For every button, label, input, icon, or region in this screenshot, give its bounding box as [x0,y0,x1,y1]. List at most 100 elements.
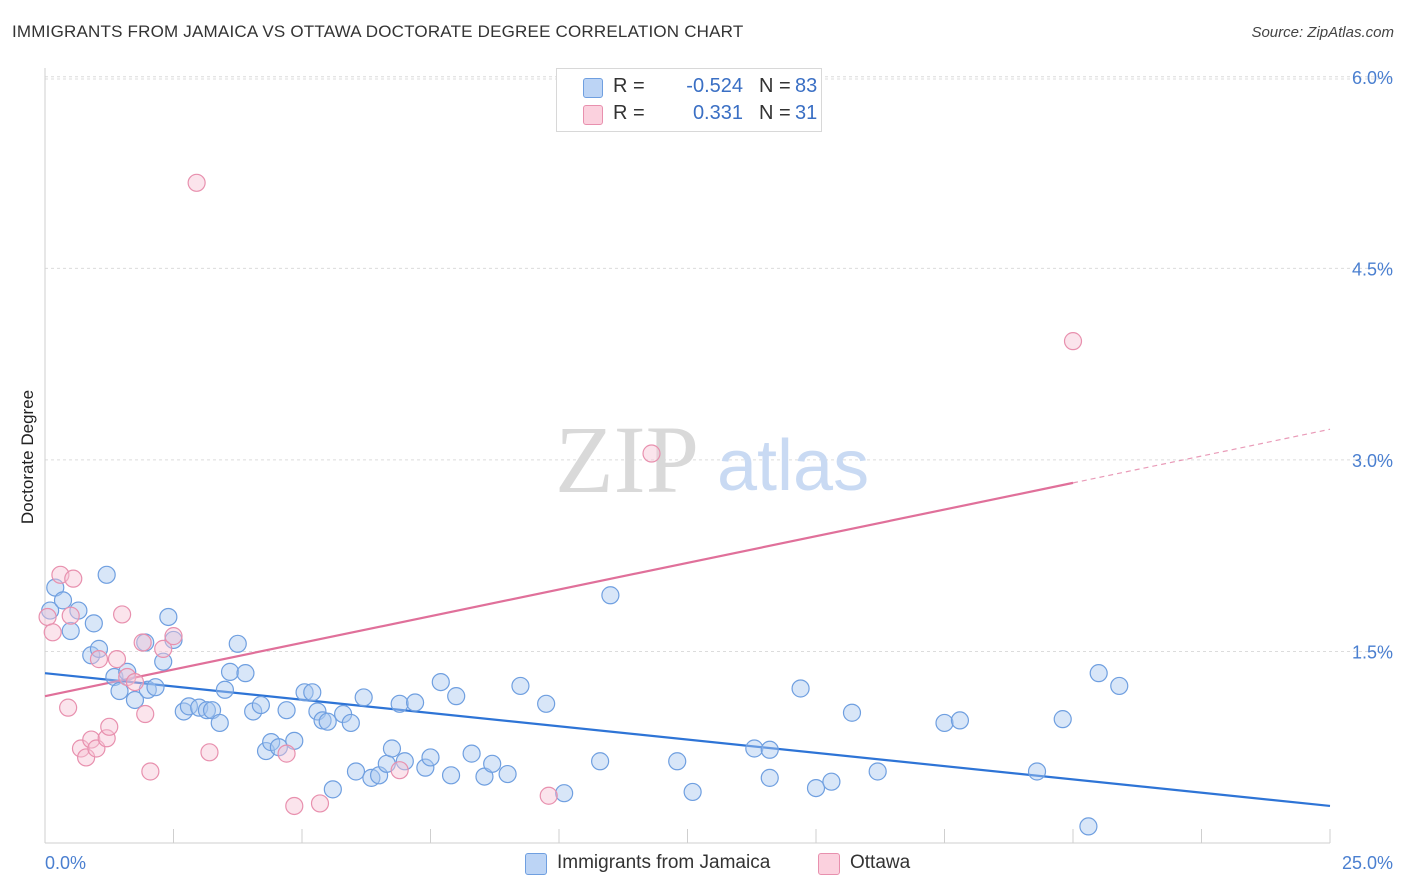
point-jamaica [668,752,687,771]
point-jamaica [1089,664,1108,683]
x-tick-label: 25.0% [1342,853,1393,873]
point-ottawa [43,623,62,642]
point-jamaica [950,711,970,730]
trend-line-ottawa [44,481,1074,698]
point-jamaica [61,621,80,641]
point-jamaica [760,768,779,787]
point-jamaica [146,678,165,697]
point-jamaica [53,591,73,610]
x-tick-label: 0.0% [45,853,86,873]
point-jamaica [935,713,954,733]
point-jamaica [382,739,402,758]
point-jamaica [555,784,574,803]
point-jamaica [395,752,414,771]
data-points [38,173,1129,836]
point-ottawa [112,605,132,624]
point-jamaica [1053,710,1072,729]
legend-swatch-jamaica [583,78,603,98]
legend-n-label: N = [759,75,791,97]
legend-n-value-jamaica: 83 [795,75,818,97]
point-jamaica [97,565,116,584]
point-jamaica [110,681,129,701]
point-ottawa [390,761,409,780]
bottom-legend-label-ottawa: Ottawa [850,852,911,873]
point-jamaica [760,740,779,759]
point-jamaica [842,703,862,722]
point-ottawa [154,639,173,658]
bottom-legend-swatch-ottawa [818,853,840,875]
point-ottawa [125,672,145,692]
point-ottawa [187,173,206,192]
point-ottawa [310,794,330,813]
point-ottawa [164,627,183,646]
legend-n-value-ottawa: 31 [795,102,818,124]
legend-r-label: R = [613,75,645,97]
point-ottawa [97,729,116,748]
watermark-atlas: atlas [717,426,869,506]
point-ottawa [200,743,219,762]
point-ottawa [107,650,127,669]
source-label: Source: ZipAtlas.com [1251,24,1394,41]
point-jamaica [228,634,247,653]
point-jamaica [1079,817,1098,836]
y-tick-label: 4.5% [1352,259,1393,279]
watermark-zip: ZIP [555,406,699,513]
point-ottawa [133,633,152,652]
point-jamaica [791,679,810,698]
point-jamaica [346,762,366,781]
axes [44,68,1331,844]
point-jamaica [441,766,461,785]
point-ottawa [285,796,304,816]
legend-swatch-ottawa [583,105,603,125]
point-ottawa [642,444,661,463]
point-jamaica [164,630,183,650]
point-jamaica [822,772,841,791]
point-ottawa [38,607,57,627]
correlation-legend: R = -0.524 N = 83 R = 0.331 N = 31 [556,68,822,132]
point-jamaica [537,694,556,713]
y-axis-label: Doctorate Degree [18,390,37,524]
point-jamaica [745,739,764,758]
point-jamaica [236,664,255,683]
point-ottawa [1063,332,1083,351]
point-jamaica [462,744,481,763]
point-jamaica [806,778,826,798]
point-jamaica [1027,762,1047,781]
point-jamaica [323,780,342,799]
point-jamaica [1110,676,1129,696]
legend-r-label: R = [613,102,645,124]
point-ottawa [64,569,83,588]
point-ottawa [82,730,101,749]
point-jamaica [174,702,193,721]
point-jamaica [511,676,530,696]
y-tick-label: 3.0% [1352,451,1393,471]
point-jamaica [405,693,425,712]
point-ottawa [277,744,296,763]
y-tick-label: 6.0% [1352,68,1393,88]
point-jamaica [868,762,887,781]
legend-r-value-ottawa: 0.331 [692,102,743,124]
legend-n-label: N = [759,102,791,124]
bottom-legend-swatch-jamaica [525,853,547,875]
point-jamaica [416,758,435,777]
y-tick-label: 1.5% [1352,642,1393,662]
point-jamaica [591,752,610,771]
point-jamaica [601,586,620,605]
tick-labels: 1.5% 3.0% 4.5% 6.0% 0.0% 25.0% [45,68,1393,873]
point-jamaica [354,688,373,707]
point-jamaica [118,662,137,681]
point-ottawa [136,704,155,724]
point-jamaica [154,652,173,671]
point-jamaica [390,694,409,713]
point-ottawa [100,717,119,736]
point-jamaica [295,683,314,702]
point-jamaica [303,683,322,702]
point-ottawa [77,748,96,767]
point-jamaica [318,712,337,731]
point-jamaica [341,713,360,733]
trend-lines [44,428,1331,808]
point-jamaica [197,701,217,720]
point-jamaica [89,639,109,658]
point-ottawa [141,762,160,781]
